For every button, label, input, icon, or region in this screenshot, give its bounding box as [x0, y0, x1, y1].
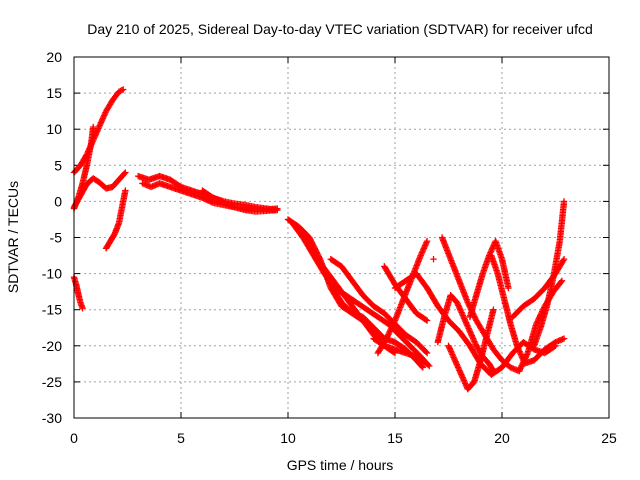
- x-tick-label: 20: [494, 430, 510, 446]
- data-point: [560, 198, 568, 205]
- data-point: [490, 306, 497, 313]
- y-tick-label: 0: [54, 193, 62, 209]
- data-point: [122, 169, 129, 176]
- series-arc-2: [70, 86, 127, 176]
- y-tick-label: -20: [42, 338, 62, 354]
- x-tick-label: 0: [70, 430, 78, 446]
- y-axis-ticks: -30 -25 -20 -15 -10 -5 0 5 10 15 20: [42, 49, 609, 426]
- data-point: [422, 316, 430, 323]
- data-point: [523, 351, 531, 358]
- data-point: [423, 360, 431, 368]
- series-arc-13: [327, 255, 431, 357]
- data-point: [118, 87, 125, 94]
- x-axis-label: GPS time / hours: [287, 457, 394, 473]
- y-tick-label: 15: [46, 85, 62, 101]
- series-arc-5: [102, 187, 129, 252]
- series-arc-15: [381, 263, 431, 324]
- data-point: [120, 86, 127, 93]
- y-tick-label: -30: [42, 410, 62, 426]
- data-point: [422, 348, 430, 356]
- series-arc-4: [70, 169, 129, 211]
- data-point: [419, 364, 427, 371]
- data-point: [79, 305, 86, 312]
- data-point: [423, 237, 431, 245]
- y-axis-label: SDTVAR / TECUs: [5, 181, 21, 293]
- data-point: [557, 278, 565, 286]
- chart-title: Day 210 of 2025, Sidereal Day-to-day VTE…: [87, 21, 593, 37]
- x-tick-label: 15: [387, 430, 403, 446]
- y-tick-label: -10: [42, 266, 62, 282]
- y-tick-label: 20: [46, 49, 62, 65]
- y-tick-label: 10: [46, 121, 62, 137]
- data-point: [423, 317, 431, 324]
- series-arc-1: [70, 274, 86, 312]
- series-arc-27: [520, 335, 568, 368]
- x-tick-label: 25: [601, 430, 617, 446]
- y-tick-label: -5: [50, 230, 63, 246]
- data-point: [115, 88, 123, 95]
- data-point: [117, 87, 124, 95]
- data-point: [558, 277, 566, 285]
- data-point: [560, 335, 568, 342]
- data-point: [505, 284, 512, 292]
- y-tick-label: -25: [42, 374, 62, 390]
- data-point: [90, 123, 97, 131]
- data-point: [422, 359, 430, 367]
- series-arc-21: [434, 292, 497, 375]
- series-arc-20: [445, 306, 497, 393]
- data-point: [391, 318, 398, 326]
- series-arc-18: [430, 255, 437, 263]
- data-points: [70, 86, 568, 393]
- data-point: [560, 257, 567, 264]
- series-arc-17: [374, 237, 431, 357]
- data-point: [423, 349, 431, 357]
- y-tick-label: 5: [54, 157, 62, 173]
- x-axis-ticks: 0 5 10 15 20 25: [70, 57, 617, 446]
- data-point: [430, 255, 437, 263]
- series-arc-8: [199, 187, 281, 215]
- series-arc-28: [515, 277, 566, 375]
- data-point: [418, 363, 426, 370]
- y-tick-label: -15: [42, 302, 62, 318]
- data-point: [560, 255, 568, 263]
- plot-frame: [73, 56, 610, 419]
- data-point: [121, 170, 128, 177]
- series-arc-14: [370, 335, 431, 368]
- data-point: [122, 187, 129, 194]
- data-point: [274, 206, 281, 214]
- series-arc-12: [306, 237, 388, 342]
- x-tick-label: 5: [177, 430, 185, 446]
- x-tick-label: 10: [280, 430, 296, 446]
